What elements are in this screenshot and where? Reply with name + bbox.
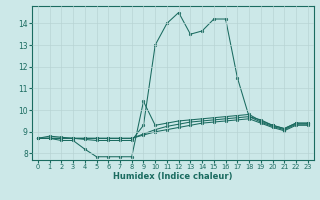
X-axis label: Humidex (Indice chaleur): Humidex (Indice chaleur) xyxy=(113,172,233,181)
